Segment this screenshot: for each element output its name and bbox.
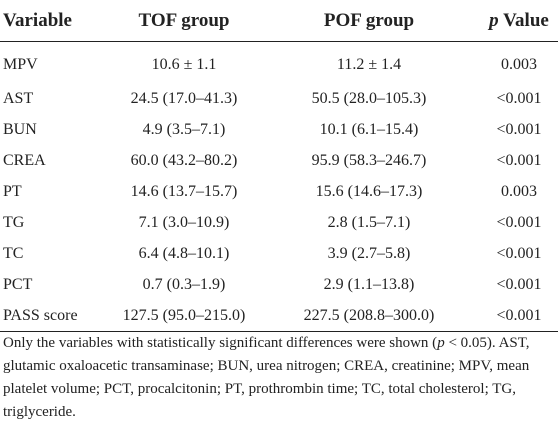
table-cell: 2.9 (1.1–13.8) xyxy=(323,275,415,293)
table-cell: <0.001 xyxy=(496,120,542,138)
table-cell: 227.5 (208.8–300.0) xyxy=(258,300,480,332)
table-cell: 6.4 (4.8–10.1) xyxy=(138,244,230,262)
header-cell: Variable xyxy=(0,0,110,42)
header-cell: p Value xyxy=(480,0,558,42)
table-cell: 11.2 ± 1.4 xyxy=(336,55,402,73)
table-row: MPV 10.6 ± 1.1 11.2 ± 1.4 0.003 xyxy=(0,42,558,84)
table-cell: 0.003 xyxy=(501,55,537,73)
table-cell: 7.1 (3.0–10.9) xyxy=(138,213,230,231)
table-cell: <0.001 xyxy=(496,151,542,169)
table-cell: 10.6 ± 1.1 xyxy=(151,55,217,73)
table-cell: TG xyxy=(3,213,25,231)
table-cell: PCT xyxy=(3,275,33,293)
header-text: Value xyxy=(503,9,549,31)
header-row: Variable TOF group POF group p Value xyxy=(0,0,558,42)
table-cell: 95.9 (58.3–246.7) xyxy=(311,151,427,169)
data-table: Variable TOF group POF group p Value MPV… xyxy=(0,0,558,332)
table-row: PCT 0.7 (0.3–1.9) 2.9 (1.1–13.8) <0.001 xyxy=(0,269,558,300)
table-cell: BUN xyxy=(3,120,37,138)
table-body: MPV 10.6 ± 1.1 11.2 ± 1.4 0.003 AST 24.5 (17.… xyxy=(0,42,558,332)
p-symbol: p xyxy=(489,9,499,31)
table-cell: <0.001 xyxy=(496,244,542,262)
table-cell: 60.0 (43.2–80.2) xyxy=(130,151,238,169)
table-cell: 2.8 (1.5–7.1) xyxy=(327,213,411,231)
table-cell: 24.5 (17.0–41.3) xyxy=(130,89,238,107)
footnote-text: < 0.05). AST, glutamic oxaloacetic trans… xyxy=(3,335,530,420)
table-cell: <0.001 xyxy=(496,275,542,293)
table-cell: TC xyxy=(3,244,24,262)
table-cell: 4.9 (3.5–7.1) xyxy=(142,120,226,138)
table-cell: 0.7 (0.3–1.9) xyxy=(142,275,226,293)
table-cell: 50.5 (28.0–105.3) xyxy=(311,89,427,107)
header-cell: TOF group xyxy=(110,0,258,42)
table-cell: 15.6 (14.6–17.3) xyxy=(315,182,423,200)
table-cell: <0.001 xyxy=(480,300,558,332)
table-row: PASS score 127.5 (95.0–215.0) 227.5 (208.8… xyxy=(0,300,558,332)
table-cell: PASS score xyxy=(0,300,110,332)
table-cell: CREA xyxy=(3,151,46,169)
table-cell: 127.5 (95.0–215.0) xyxy=(110,300,258,332)
table-cell: PT xyxy=(3,182,22,200)
table-cell: 14.6 (13.7–15.7) xyxy=(130,182,238,200)
table-cell: 10.1 (6.1–15.4) xyxy=(319,120,419,138)
table-cell: MPV xyxy=(3,55,38,73)
table-cell: 3.9 (2.7–5.8) xyxy=(327,244,411,262)
table-header: Variable TOF group POF group p Value xyxy=(0,0,558,42)
table-row: AST 24.5 (17.0–41.3) 50.5 (28.0–105.3) <0.0… xyxy=(0,83,558,114)
table-cell: 0.003 xyxy=(501,182,537,200)
table-cell: AST xyxy=(3,89,34,107)
table-cell: <0.001 xyxy=(496,213,542,231)
table-row: TC 6.4 (4.8–10.1) 3.9 (2.7–5.8) <0.001 xyxy=(0,238,558,269)
footnote-text: Only the variables with statistically si… xyxy=(3,335,438,351)
table-row: TG 7.1 (3.0–10.9) 2.8 (1.5–7.1) <0.001 xyxy=(0,207,558,238)
footnote-italic: p xyxy=(437,335,445,351)
footnote: Only the variables with statistically si… xyxy=(3,332,553,424)
header-cell: POF group xyxy=(258,0,480,42)
table-row: BUN 4.9 (3.5–7.1) 10.1 (6.1–15.4) <0.001 xyxy=(0,114,558,145)
table-row: CREA 60.0 (43.2–80.2) 95.9 (58.3–246.7) <0.… xyxy=(0,145,558,176)
table-cell: <0.001 xyxy=(496,89,542,107)
table-row: PT 14.6 (13.7–15.7) 15.6 (14.6–17.3) 0.003 xyxy=(0,176,558,207)
